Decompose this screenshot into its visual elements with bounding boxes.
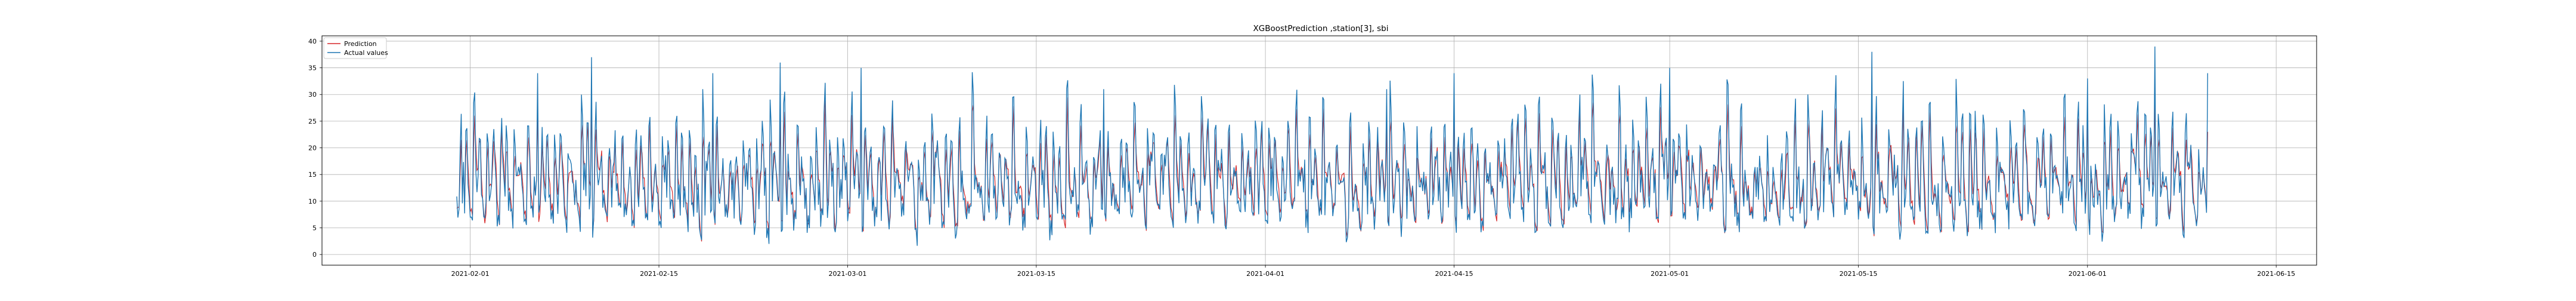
y-tick-label: 30 [308, 91, 317, 99]
legend-box [323, 37, 387, 59]
y-tick-label: 35 [308, 64, 317, 72]
y-tick-label: 5 [312, 224, 317, 232]
y-tick-label: 25 [308, 118, 317, 125]
y-tick-label: 15 [308, 171, 317, 179]
plot-frame [321, 35, 2317, 266]
x-tick-label: 2021-04-01 [1246, 270, 1284, 278]
legend: Prediction Actual values [323, 37, 388, 59]
actual-values-line [456, 46, 2209, 246]
x-tick-label: 2021-05-01 [1651, 270, 1689, 278]
grid [322, 36, 2317, 265]
y-tick-label: 40 [308, 38, 317, 45]
y-tick-label: 20 [308, 145, 317, 152]
x-tick-label: 2021-02-15 [640, 270, 678, 278]
x-tick-label: 2021-05-15 [1840, 270, 1878, 278]
x-tick-label: 2021-03-15 [1017, 270, 1055, 278]
axes: 0 5 10 15 20 25 30 35 40 2021-02-01 2021-02-15 2021… [308, 38, 2295, 278]
x-tick-label: 2021-02-01 [451, 270, 490, 278]
y-tick-label: 0 [312, 251, 317, 259]
y-tick-label: 10 [308, 198, 317, 205]
legend-actual-label: Actual values [344, 49, 388, 57]
series-layer [456, 46, 2209, 246]
x-tick-label: 2021-04-15 [1435, 270, 1473, 278]
x-tick-label: 2021-06-01 [2069, 270, 2107, 278]
chart-title: XGBoostPrediction ,station[3], sbi [1253, 24, 1389, 33]
legend-prediction-label: Prediction [344, 40, 377, 48]
x-tick-label: 2021-03-01 [828, 270, 866, 278]
x-tick-label: 2021-06-15 [2257, 270, 2295, 278]
